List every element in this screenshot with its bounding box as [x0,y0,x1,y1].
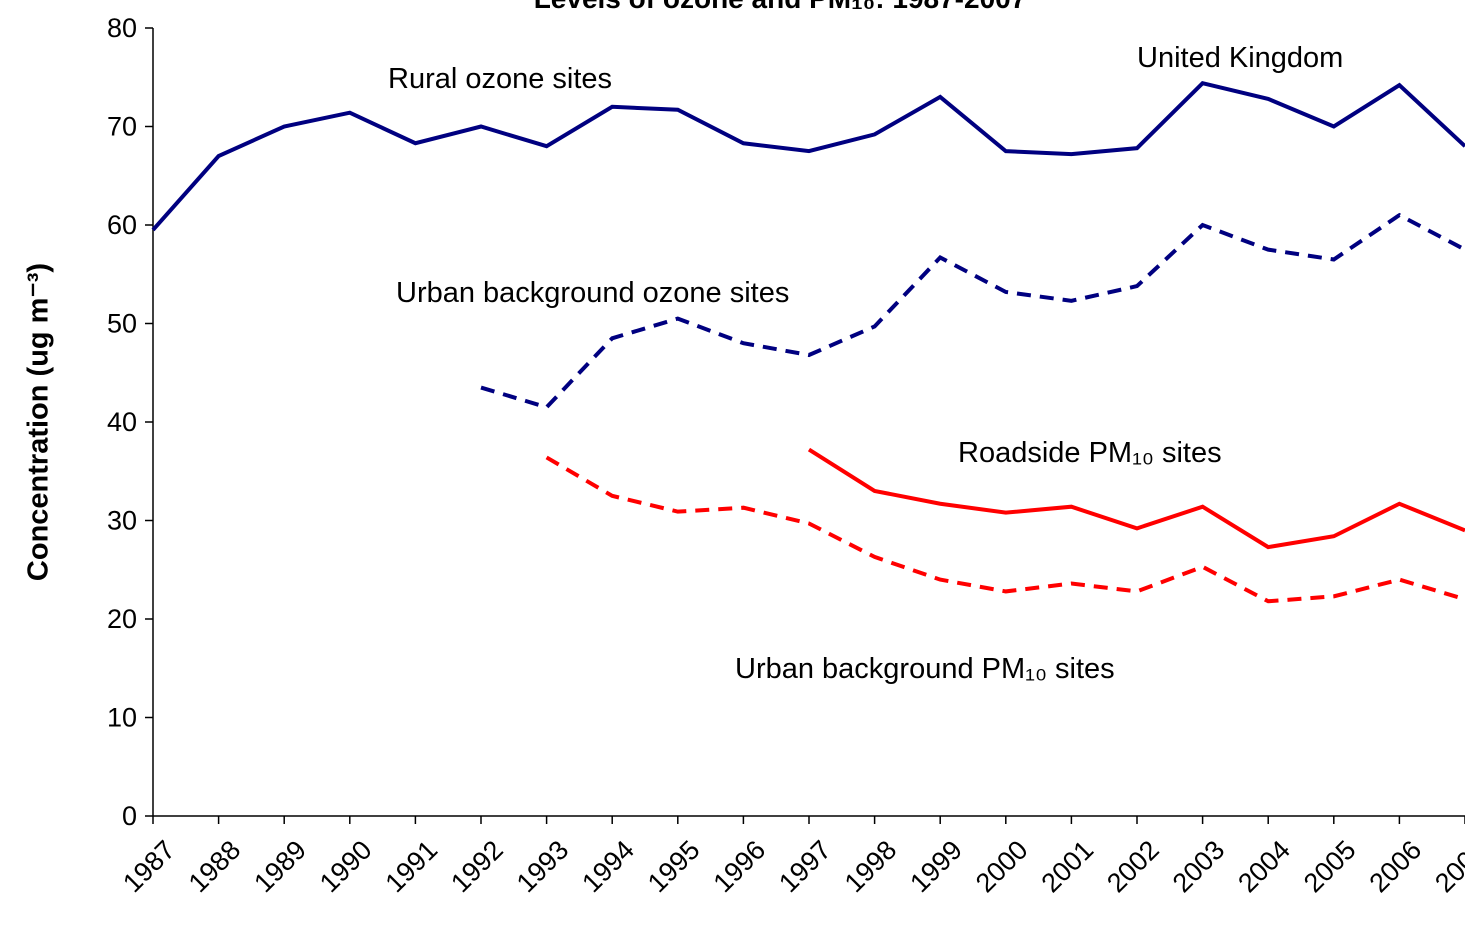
y-tick-label: 80 [107,13,137,43]
x-tick-label: 1989 [248,835,312,899]
x-tick-label: 1997 [773,835,837,899]
y-tick-label: 30 [107,506,137,536]
y-axis-label: Concentration (ug m⁻³) [23,263,55,581]
series-line [807,447,1465,550]
y-tick-label: 40 [107,407,137,437]
series-label: Urban background ozone sites [396,277,789,309]
x-tick-label: 2005 [1298,835,1362,899]
x-tick-label: 1996 [708,835,772,899]
x-tick-label: 1998 [839,835,903,899]
series-label: Urban background PM₁₀ sites [735,653,1115,685]
x-tick-label: 2002 [1101,835,1165,899]
series-line [480,212,1465,410]
series-line [545,455,1465,604]
x-tick-label: 1994 [576,835,640,899]
x-tick-label: 2004 [1232,835,1296,899]
annotation: United Kingdom [1137,42,1343,74]
series-line [151,80,1465,232]
y-tick-label: 20 [107,604,137,634]
x-tick-label: 1988 [183,835,247,899]
x-tick-label: 1990 [314,835,378,899]
chart-title: Levels of ozone and PM₁₀: 1987-2007 [534,0,1027,14]
x-tick-label: 2003 [1167,835,1231,899]
y-tick-label: 0 [122,801,137,831]
y-tick-label: 50 [107,309,137,339]
series-label: Roadside PM₁₀ sites [958,437,1222,469]
y-tick-label: 70 [107,112,137,142]
x-tick-label: 1992 [445,835,509,899]
x-tick-label: 2006 [1364,835,1428,899]
x-tick-label: 1999 [904,835,968,899]
x-tick-label: 1993 [511,835,575,899]
x-tick-label: 2001 [1036,835,1100,899]
x-tick-label: 1991 [380,835,444,899]
x-tick-label: 2007 [1429,835,1465,899]
y-tick-label: 10 [107,703,137,733]
x-tick-label: 1995 [642,835,706,899]
series-label: Rural ozone sites [388,63,612,95]
x-tick-label: 2000 [970,835,1034,899]
x-tick-label: 1987 [117,835,181,899]
y-tick-label: 60 [107,210,137,240]
